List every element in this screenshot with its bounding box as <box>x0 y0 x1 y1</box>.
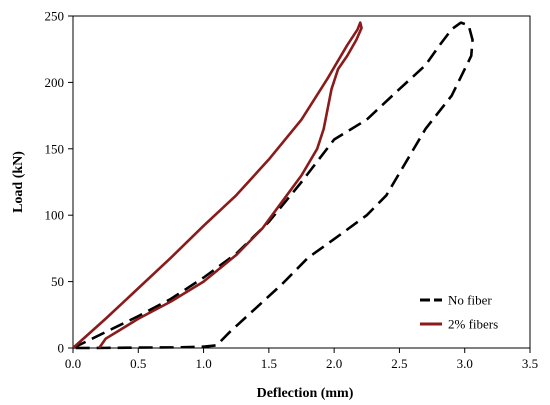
x-axis-title: Deflection (mm) <box>257 386 354 401</box>
x-tick-label: 1.5 <box>261 356 277 371</box>
y-tick-label: 250 <box>45 9 65 24</box>
x-tick-label: 2.0 <box>326 356 342 371</box>
x-tick-label: 0.0 <box>65 356 81 371</box>
x-tick-label: 0.5 <box>130 356 146 371</box>
y-tick-label: 150 <box>45 141 65 156</box>
x-tick-label: 1.0 <box>195 356 211 371</box>
legend-label: No fiber <box>448 293 492 308</box>
legend: No fiber 2% fibers <box>420 293 498 332</box>
series-layer <box>72 21 474 350</box>
x-tick-label: 2.5 <box>391 356 407 371</box>
series-line-2pct-fibers <box>72 21 363 349</box>
y-tick-label: 200 <box>45 75 65 90</box>
x-tick-label: 3.5 <box>522 356 538 371</box>
legend-label: 2% fibers <box>448 317 498 332</box>
plot-frame <box>72 15 531 349</box>
axes: 0.0 0.5 1.0 1.5 2.0 2.5 3.0 3.5 0 50 100 150 200 250 <box>45 9 539 372</box>
x-tick-label: 3.0 <box>457 356 473 371</box>
y-axis-title: Load (kN) <box>11 151 26 213</box>
y-tick-label: 100 <box>45 208 65 223</box>
y-tick-label: 50 <box>51 274 64 289</box>
y-tick-label: 0 <box>58 341 65 356</box>
